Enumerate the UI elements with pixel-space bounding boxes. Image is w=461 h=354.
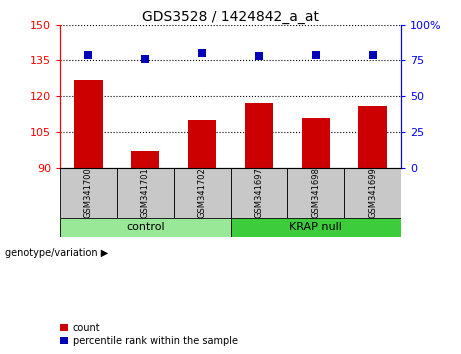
Text: genotype/variation ▶: genotype/variation ▶ (5, 248, 108, 258)
Bar (131, 151, 160, 167)
Point (255, 53, 263, 59)
Text: GSM341699: GSM341699 (368, 167, 377, 218)
Point (198, 51, 206, 56)
Point (312, 52, 319, 58)
Text: GSM341702: GSM341702 (198, 167, 207, 218)
Text: GSM341701: GSM341701 (141, 167, 150, 218)
Bar (174, 167, 230, 218)
Point (142, 56, 149, 62)
Bar (74, 80, 102, 167)
Text: GSM341698: GSM341698 (311, 167, 320, 218)
Bar (117, 167, 174, 218)
Legend: count, percentile rank within the sample: count, percentile rank within the sample (60, 323, 238, 346)
Bar (358, 106, 387, 167)
Bar (245, 103, 273, 167)
Bar (188, 120, 216, 167)
Point (85, 52, 92, 58)
Bar (230, 167, 287, 218)
Bar (287, 167, 344, 218)
Bar (344, 167, 401, 218)
Bar (60, 167, 117, 218)
Text: GSM341697: GSM341697 (254, 167, 263, 218)
Bar (230, 218, 401, 237)
Point (369, 52, 376, 58)
Text: GSM341700: GSM341700 (84, 167, 93, 218)
Bar (60, 218, 230, 237)
Title: GDS3528 / 1424842_a_at: GDS3528 / 1424842_a_at (142, 10, 319, 24)
Text: KRAP null: KRAP null (290, 222, 342, 232)
Bar (301, 118, 330, 167)
Text: control: control (126, 222, 165, 232)
